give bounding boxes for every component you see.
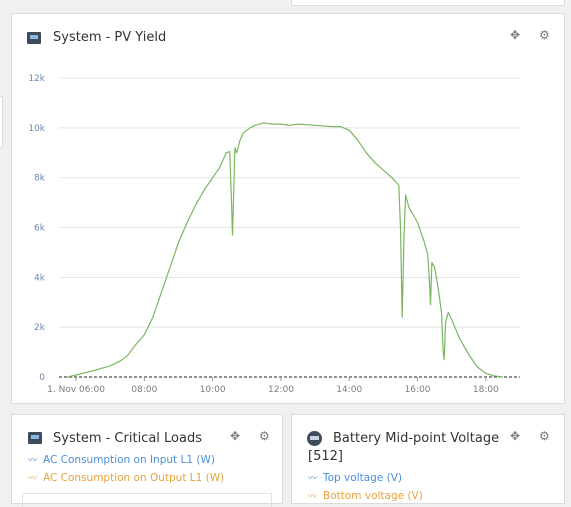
battery-monitor-icon: [307, 431, 322, 446]
chart-svg: 0 2k 4k 6k 8k 10k 12k 1. Nov 06:00 08:00 10:00 12:…: [28, 74, 520, 395]
panel-title: Battery Mid-point Voltage: [333, 431, 500, 446]
system-icon: [27, 32, 41, 44]
x-tick-label: 18:00: [473, 385, 499, 395]
x-tick-label: 10:00: [200, 385, 226, 395]
device-instance: [512]: [308, 449, 343, 464]
battery-midpoint-panel: Battery Mid-point Voltage [512] ✥ ⚙ 〰 Top…: [291, 414, 565, 504]
panel-header: System - PV Yield ✥ ⚙: [12, 14, 564, 66]
legend-item-top-voltage[interactable]: 〰 Top voltage (V): [308, 471, 402, 484]
legend-line-icon: 〰: [308, 492, 318, 502]
legend-item-input-l1[interactable]: 〰 AC Consumption on Input L1 (W): [28, 453, 215, 466]
critical-loads-panel: System - Critical Loads ✥ ⚙ 〰 AC Consumpt…: [11, 414, 283, 507]
legend-line-icon: 〰: [28, 474, 38, 484]
gear-icon[interactable]: ⚙: [539, 429, 550, 443]
legend-item-bottom-voltage[interactable]: 〰 Bottom voltage (V): [308, 489, 423, 502]
system-icon: [28, 432, 42, 444]
y-tick-label: 10k: [28, 124, 45, 134]
legend-label: AC Consumption on Input L1 (W): [43, 454, 215, 466]
x-tick-label: 12:00: [268, 385, 294, 395]
y-tick-label: 12k: [28, 74, 45, 84]
x-tick-label: 16:00: [405, 385, 431, 395]
legend-line-icon: 〰: [308, 474, 318, 484]
previous-panel-edge: [291, 0, 565, 6]
pv-yield-panel: System - PV Yield ✥ ⚙ 0 2k 4k 6k 8k 10k 12k 1. …: [11, 13, 565, 404]
move-icon[interactable]: ✥: [230, 429, 241, 443]
legend-label: Bottom voltage (V): [323, 490, 423, 502]
pv-yield-chart: 0 2k 4k 6k 8k 10k 12k 1. Nov 06:00 08:00 10:00 12:…: [13, 67, 565, 404]
legend-item-output-l1[interactable]: 〰 AC Consumption on Output L1 (W): [28, 471, 224, 484]
legend-label: AC Consumption on Output L1 (W): [43, 472, 225, 484]
legend-line-icon: 〰: [28, 456, 38, 466]
gear-icon[interactable]: ⚙: [539, 28, 550, 42]
legend-label: Top voltage (V): [323, 472, 403, 484]
x-tick-label: 1. Nov 06:00: [47, 385, 105, 395]
y-tick-label: 2k: [34, 323, 46, 333]
y-tick-label: 8k: [34, 174, 46, 184]
x-tick-label: 08:00: [131, 385, 157, 395]
move-icon[interactable]: ✥: [510, 28, 521, 42]
pv-yield-line: [67, 122, 503, 378]
panel-title: System - Critical Loads: [53, 431, 202, 446]
side-panel-edge: [0, 96, 3, 148]
panel-title: System - PV Yield: [53, 30, 167, 45]
x-tick-label: 14:00: [336, 385, 362, 395]
y-tick-label: 6k: [34, 224, 46, 234]
y-tick-label: 4k: [34, 273, 46, 283]
move-icon[interactable]: ✥: [510, 429, 521, 443]
gear-icon[interactable]: ⚙: [259, 429, 270, 443]
chart-frame: [22, 493, 272, 507]
y-tick-label: 0: [39, 373, 45, 383]
